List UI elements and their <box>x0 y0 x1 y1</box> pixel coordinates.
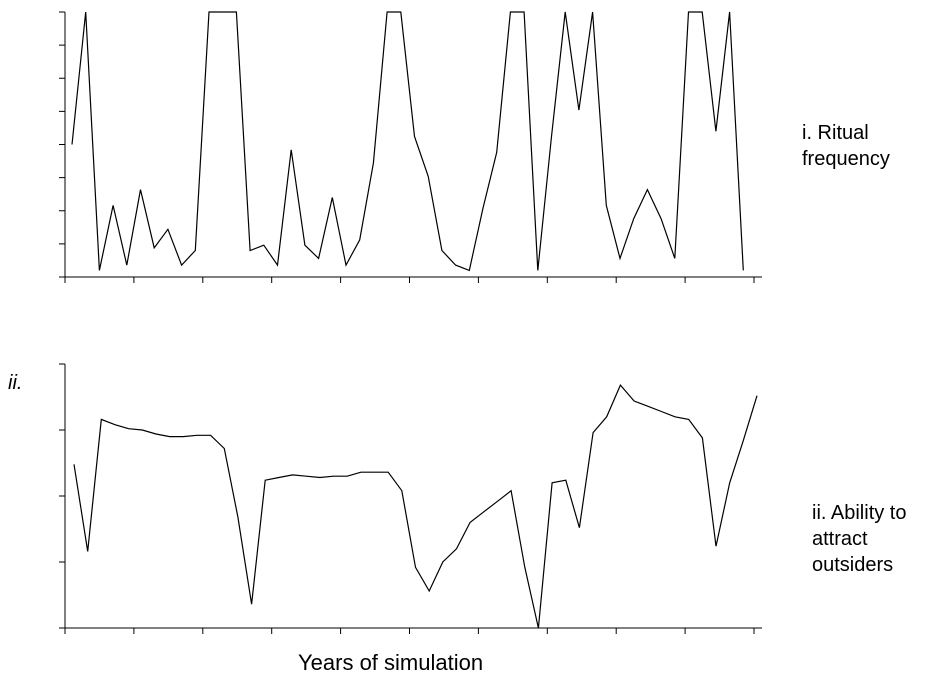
x-axis-label: Years of simulation <box>298 650 484 675</box>
series-label-line: outsiders <box>812 554 894 576</box>
series-label-ritual-frequency: i. Ritual frequency <box>802 120 890 172</box>
series-line <box>71 11 744 272</box>
series-label-ability-to-attract-outsiders: ii. Ability to attract outsiders <box>812 500 906 578</box>
panel-marker: ii. <box>8 372 23 394</box>
series-label-line: attract <box>812 528 868 550</box>
series-line <box>73 383 758 629</box>
series-label-line: ii. Ability to <box>812 502 907 524</box>
series-label-line: i. Ritual <box>802 122 869 144</box>
series-label-line: frequency <box>802 148 890 170</box>
